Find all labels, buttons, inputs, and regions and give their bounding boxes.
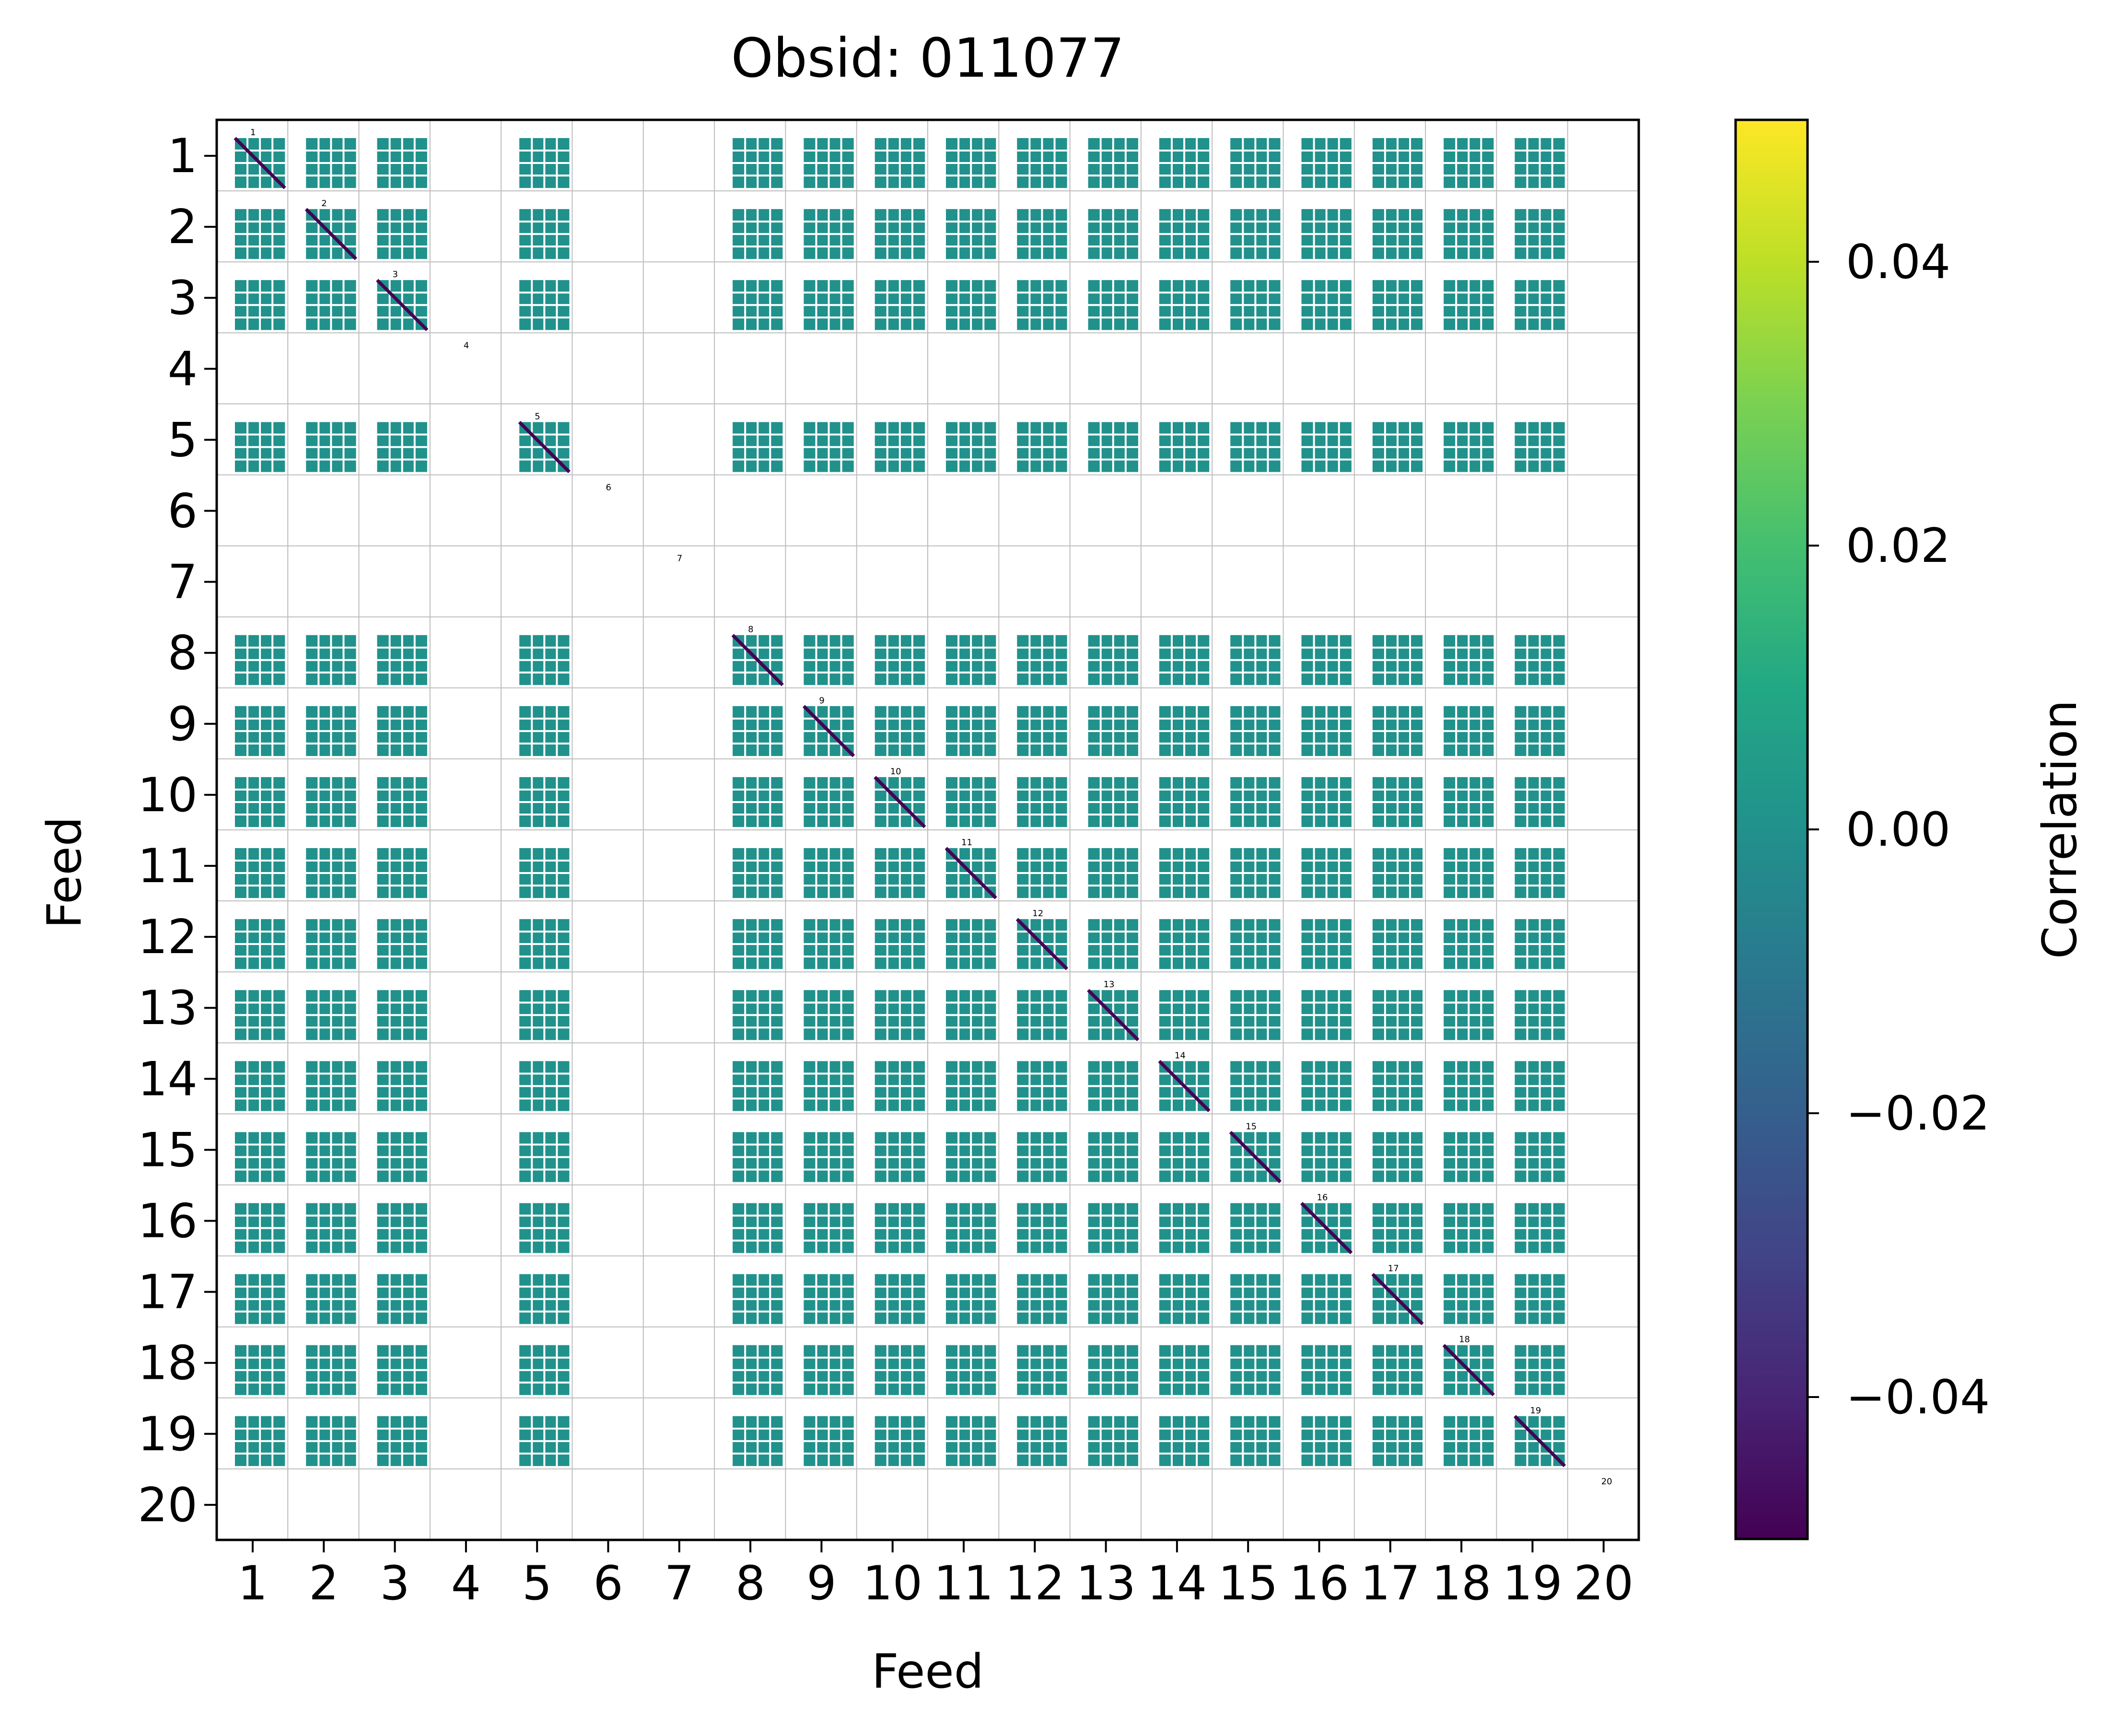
colorbar-tick-label: 0.00 — [1846, 803, 1950, 857]
y-tick-label-9: 9 — [168, 697, 198, 752]
colorbar: −0.04 −0.02 0.00 0.02 0.04 Correlation — [1734, 118, 2088, 1540]
x-axis-label: Feed — [872, 1644, 984, 1699]
x-tick-label-15: 15 — [1218, 1556, 1278, 1611]
diagonal-label-3: 3 — [393, 269, 398, 280]
x-tick-label-1: 1 — [238, 1556, 268, 1611]
x-tick-label-14: 14 — [1147, 1556, 1207, 1611]
y-tick-label-10: 10 — [138, 768, 198, 823]
diagonal-13 — [1087, 989, 1140, 1041]
y-tick-label-11: 11 — [138, 839, 198, 894]
x-tick-label-12: 12 — [1005, 1556, 1065, 1611]
diagonal-label-5: 5 — [535, 411, 540, 421]
y-tick-label-5: 5 — [168, 413, 198, 467]
diagonal-label-4: 4 — [464, 340, 469, 350]
diagonal-8 — [731, 634, 784, 687]
heatmap-area: 1234567891011121314151617181920112233445… — [138, 118, 1640, 1611]
plot-frame — [215, 118, 1640, 1541]
y-tick-label-8: 8 — [168, 626, 198, 681]
x-tick-label-19: 19 — [1503, 1556, 1563, 1611]
colorbar-tick-label: −0.04 — [1846, 1370, 1990, 1425]
x-tick-label-18: 18 — [1432, 1556, 1492, 1611]
diagonal-18 — [1442, 1344, 1495, 1397]
diagonal-2 — [304, 208, 358, 260]
x-tick-label-16: 16 — [1289, 1556, 1349, 1611]
colorbar-gradient — [1734, 118, 1809, 1540]
y-tick-label-14: 14 — [138, 1052, 198, 1107]
diagonal-5 — [518, 420, 571, 473]
diagonal-11 — [945, 847, 997, 899]
x-tick-label-3: 3 — [380, 1556, 409, 1611]
diagonal-1 — [233, 137, 286, 189]
diagonal-label-10: 10 — [890, 767, 901, 777]
diagonal-17 — [1371, 1273, 1424, 1326]
x-tick-label-13: 13 — [1076, 1556, 1136, 1611]
diagonal-label-13: 13 — [1104, 979, 1115, 990]
diagonal-label-2: 2 — [321, 198, 327, 209]
x-tick-label-10: 10 — [863, 1556, 922, 1611]
y-tick-label-1: 1 — [168, 129, 198, 184]
diagonal-label-1: 1 — [250, 128, 256, 138]
diagonal-16 — [1300, 1202, 1353, 1255]
colorbar-ticks: −0.04 −0.02 0.00 0.02 0.04 — [1808, 235, 1990, 1425]
y-tick-label-20: 20 — [138, 1478, 198, 1533]
y-tick-label-3: 3 — [168, 271, 198, 326]
diagonal-label-18: 18 — [1459, 1335, 1470, 1345]
y-tick-label-17: 17 — [138, 1265, 198, 1320]
diagonal-label-6: 6 — [606, 483, 611, 493]
x-tick-label-2: 2 — [309, 1556, 338, 1611]
x-tick-label-20: 20 — [1574, 1556, 1633, 1611]
y-tick-label-13: 13 — [138, 981, 198, 1036]
diagonal-3 — [376, 279, 429, 331]
diagonal-12 — [1015, 918, 1069, 970]
y-axis-label: Feed — [37, 816, 92, 929]
diagonal-label-7: 7 — [677, 554, 682, 564]
y-tick-label-19: 19 — [138, 1407, 198, 1462]
x-tick-label-5: 5 — [522, 1556, 552, 1611]
diagonal-label-19: 19 — [1530, 1406, 1541, 1416]
x-tick-label-4: 4 — [451, 1556, 481, 1611]
colorbar-tick-label: 0.02 — [1846, 519, 1950, 573]
x-tick-label-6: 6 — [593, 1556, 623, 1611]
diagonal-label-20: 20 — [1601, 1477, 1612, 1487]
y-tick-label-12: 12 — [138, 910, 198, 965]
chart-title: Obsid: 011077 — [731, 27, 1125, 90]
y-tick-label-6: 6 — [168, 484, 198, 539]
colorbar-tick-label: −0.02 — [1846, 1086, 1990, 1141]
diagonal-label-14: 14 — [1175, 1050, 1186, 1060]
diagonal-15 — [1229, 1130, 1282, 1183]
diagonal-label-8: 8 — [748, 625, 753, 635]
diagonal-label-12: 12 — [1032, 909, 1043, 919]
diagonal-9 — [802, 705, 855, 757]
diagonal-label-15: 15 — [1246, 1121, 1257, 1131]
diagonal-label-17: 17 — [1388, 1264, 1399, 1274]
x-tick-label-11: 11 — [934, 1556, 994, 1611]
colorbar-label: Correlation — [2033, 700, 2088, 959]
x-tick-label-8: 8 — [735, 1556, 765, 1611]
y-tick-label-16: 16 — [138, 1194, 198, 1249]
x-tick-label-17: 17 — [1360, 1556, 1420, 1611]
diagonal-label-16: 16 — [1317, 1193, 1328, 1203]
y-tick-label-2: 2 — [168, 200, 198, 255]
diagonal-label-9: 9 — [819, 696, 824, 706]
y-tick-label-15: 15 — [138, 1123, 198, 1177]
y-tick-label-4: 4 — [168, 342, 198, 396]
diagonal-19 — [1513, 1415, 1566, 1468]
diagonal-14 — [1158, 1060, 1211, 1112]
diagonal-label-11: 11 — [961, 838, 972, 848]
x-tick-label-9: 9 — [806, 1556, 836, 1611]
y-tick-label-18: 18 — [138, 1336, 198, 1391]
diagonal-10 — [874, 776, 926, 828]
y-tick-label-7: 7 — [168, 555, 198, 610]
colorbar-tick-label: 0.04 — [1846, 235, 1950, 290]
x-tick-label-7: 7 — [665, 1556, 694, 1611]
